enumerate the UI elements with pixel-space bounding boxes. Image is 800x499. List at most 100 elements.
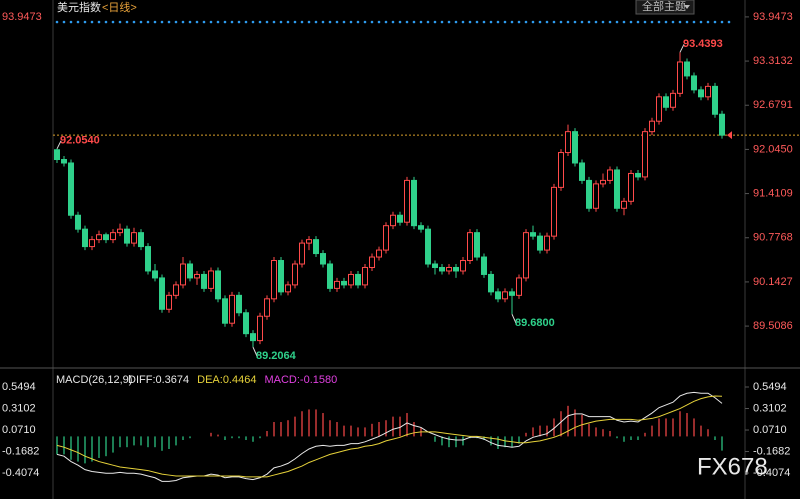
diff-line	[56, 391, 723, 482]
marker-dot	[538, 20, 542, 24]
marker-dot	[279, 20, 283, 24]
candle-body	[250, 333, 256, 342]
marker-dot	[265, 20, 269, 24]
candle-body	[103, 234, 109, 241]
candle-body	[257, 315, 263, 342]
candle-body	[145, 246, 151, 272]
candle-body	[516, 277, 522, 296]
y-tick-label: 91.4109	[753, 187, 793, 199]
marker-dot	[174, 20, 178, 24]
candle-body	[285, 284, 291, 293]
y-tick-label-left: 93.9473	[2, 11, 42, 23]
candle-body	[390, 214, 396, 227]
marker-dot	[188, 20, 192, 24]
marker-dot	[328, 20, 332, 24]
candle-body	[138, 232, 144, 248]
marker-dot	[258, 20, 262, 24]
marker-dot	[566, 20, 570, 24]
candle-body	[460, 260, 466, 272]
candle-body	[327, 263, 333, 289]
y-tick-label: 92.0450	[753, 143, 793, 155]
candle-body	[313, 239, 319, 255]
marker-dot	[601, 20, 605, 24]
candle-body	[96, 234, 102, 241]
y-tick-label: -0.1682	[753, 445, 790, 457]
candle-body	[75, 214, 81, 230]
marker-dot	[160, 20, 164, 24]
marker-dot	[650, 20, 654, 24]
candle-body	[271, 260, 277, 300]
candle-body	[481, 256, 487, 275]
candle-body	[649, 120, 655, 133]
legend-entry: MACD:-0.1580	[264, 374, 337, 386]
candle-body	[418, 225, 424, 230]
candle-body	[579, 162, 585, 181]
y-tick-label: 90.1427	[753, 276, 793, 288]
marker-dot	[377, 20, 381, 24]
watermark: FX678	[697, 453, 768, 480]
dropdown-arrow[interactable]	[684, 5, 690, 9]
marker-dot	[83, 20, 87, 24]
candle-body	[628, 172, 634, 202]
candle-body	[544, 235, 550, 251]
candle-body	[411, 179, 417, 227]
candle-body	[565, 131, 571, 154]
marker-dot	[286, 20, 290, 24]
candle-body	[670, 92, 676, 108]
candle-body	[54, 149, 60, 161]
candle-body	[593, 183, 599, 209]
y-tick-label-left: 0.3102	[2, 402, 36, 414]
theme-button[interactable]	[635, 0, 695, 15]
marker-dot	[727, 20, 731, 24]
marker-dot	[608, 20, 612, 24]
candle-body	[425, 228, 431, 265]
marker-dot	[195, 20, 199, 24]
candle-body	[264, 298, 270, 317]
theme-button-label[interactable]: 全部主题	[642, 0, 686, 13]
candle-body	[194, 273, 200, 279]
marker-dot	[433, 20, 437, 24]
candle-body	[432, 263, 438, 268]
marker-dot	[496, 20, 500, 24]
candle-body	[152, 270, 158, 279]
candle-body	[467, 232, 473, 262]
candle-body	[621, 200, 627, 209]
legend-entry: DEA:0.4464	[197, 374, 256, 386]
candle-body	[530, 232, 536, 237]
y-tick-label: -0.4074	[753, 467, 790, 479]
chart-subtitle: <日线>	[102, 0, 137, 14]
marker-dot	[223, 20, 227, 24]
candle-body	[355, 273, 361, 286]
y-tick-label-left: 0.0710	[2, 424, 36, 436]
candle-body	[159, 277, 165, 310]
marker-dot	[636, 20, 640, 24]
candle-body	[348, 273, 354, 286]
marker-dot	[587, 20, 591, 24]
candle-body	[558, 152, 564, 188]
candle-body	[362, 266, 368, 286]
annotation-leader	[56, 140, 62, 150]
candle-body	[369, 256, 375, 268]
marker-dot	[76, 20, 80, 24]
candle-body	[614, 169, 620, 209]
marker-dot	[209, 20, 213, 24]
candle-body	[61, 159, 67, 164]
dea-line	[56, 395, 723, 478]
marker-dot	[573, 20, 577, 24]
candle-body	[474, 232, 480, 258]
candle-body	[712, 85, 718, 115]
marker-dot	[97, 20, 101, 24]
candle-body	[124, 228, 130, 244]
candle-body	[334, 280, 340, 289]
marker-dot	[398, 20, 402, 24]
candle-body	[523, 232, 529, 279]
marker-dot	[629, 20, 633, 24]
marker-dot	[426, 20, 430, 24]
candle-body	[82, 228, 88, 248]
candle-body	[663, 96, 669, 108]
annotation-label: 89.2064	[256, 350, 297, 362]
marker-dot	[615, 20, 619, 24]
annotation-leader	[511, 313, 517, 324]
marker-dot	[181, 20, 185, 24]
marker-dot	[335, 20, 339, 24]
